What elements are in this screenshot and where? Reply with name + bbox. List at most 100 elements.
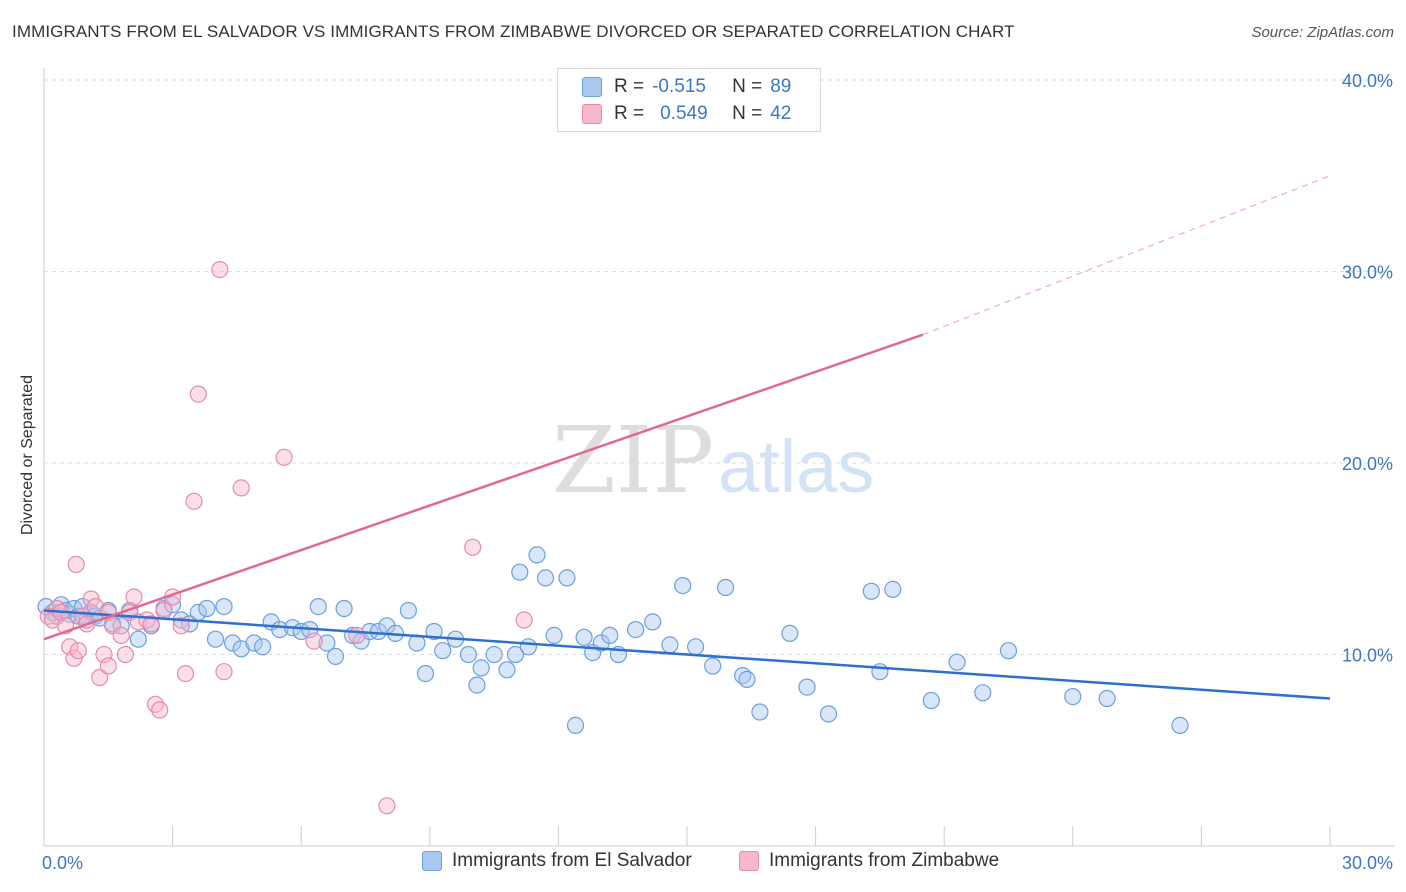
y-tick-label: 40.0% — [1342, 71, 1393, 91]
scatter-point — [67, 555, 85, 574]
scatter-point — [498, 661, 516, 679]
scatter-point — [511, 563, 529, 581]
legend-n-value: 42 — [770, 103, 792, 124]
scatter-point — [275, 448, 293, 466]
scatter-point — [189, 385, 207, 403]
chart-title: IMMIGRANTS FROM EL SALVADOR VS IMMIGRANT… — [12, 22, 1015, 41]
trend-line-zimbabwe-extension — [922, 175, 1331, 336]
legend-row-zimbabwe: R = 0.549 N = 42 — [582, 101, 791, 127]
scatter-point — [468, 676, 486, 694]
trend-line-zimbabwe — [43, 333, 924, 641]
x-tick-labels: 0.0% 30.0% — [42, 853, 1393, 873]
scatter-point — [198, 599, 216, 618]
scatter-point — [922, 691, 940, 710]
series-zimbabwe-points — [39, 261, 533, 815]
scatter-point — [506, 645, 525, 664]
watermark: ZIP atlas — [552, 407, 874, 514]
scatter-point — [215, 663, 233, 681]
scatter-point — [142, 615, 160, 633]
scatter-point — [716, 578, 735, 597]
scatter-point — [884, 580, 902, 599]
bottom-legend-label-zimbabwe: Immigrants from Zimbabwe — [769, 850, 1000, 871]
scatter-point — [378, 797, 396, 815]
scatter-point — [69, 642, 87, 660]
x-ticks — [43, 826, 1331, 846]
scatter-point — [425, 622, 443, 641]
scatter-point — [948, 653, 966, 671]
scatter-point — [515, 611, 533, 629]
scatter-point — [103, 617, 122, 635]
scatter-point — [254, 638, 272, 656]
scatter-point — [661, 636, 679, 654]
scatter-point — [464, 538, 482, 556]
scatter-point — [1064, 687, 1082, 706]
scatter-point — [1098, 689, 1116, 708]
scatter-point — [215, 597, 233, 616]
scatter-point — [704, 657, 722, 675]
scatter-point — [819, 705, 838, 723]
legend-n-label: N = — [732, 103, 763, 124]
scatter-point — [112, 626, 130, 645]
scatter-point — [99, 657, 117, 675]
x-tick-label: 30.0% — [1342, 853, 1393, 873]
scatter-point — [601, 626, 619, 645]
scatter-point — [519, 638, 538, 656]
scatter-point — [1171, 716, 1189, 735]
scatter-point — [116, 645, 135, 664]
scatter-point — [305, 632, 323, 650]
scatter-point — [626, 620, 645, 639]
scatter-point — [151, 701, 169, 719]
scatter-point — [999, 642, 1018, 660]
legend: R = -0.515 N = 89 R = 0.549 N = 42 — [557, 68, 821, 132]
scatter-point — [129, 630, 147, 648]
scatter-point — [738, 670, 756, 689]
series-el-salvador-points — [37, 546, 1189, 735]
scatter-point — [176, 664, 195, 683]
scatter-point — [974, 684, 992, 702]
scatter-point — [211, 261, 229, 279]
scatter-point — [674, 576, 692, 595]
scatter-point — [416, 664, 435, 683]
scatter-point — [566, 716, 585, 735]
y-tick-labels: 10.0% 20.0% 30.0% 40.0% — [1342, 71, 1393, 666]
legend-n-label: N = — [732, 76, 763, 97]
scatter-point — [206, 630, 225, 648]
scatter-point — [798, 678, 816, 696]
scatter-point — [434, 642, 452, 660]
y-tick-label: 10.0% — [1342, 646, 1393, 666]
scatter-point — [558, 569, 576, 587]
legend-r-value: 0.549 — [660, 103, 708, 124]
scatter-point — [125, 588, 143, 606]
scatter-point — [575, 628, 593, 646]
watermark-atlas: atlas — [718, 425, 874, 508]
scatter-point — [751, 703, 769, 721]
scatter-point — [318, 634, 336, 652]
scatter-point — [172, 617, 190, 635]
legend-r-label: R = — [614, 76, 645, 97]
scatter-point — [399, 601, 417, 620]
scatter-point — [686, 638, 705, 656]
legend-row-el-salvador: R = -0.515 N = 89 — [582, 74, 791, 100]
trend-line-el-salvador — [43, 609, 1331, 700]
scatter-point — [224, 634, 242, 652]
scatter-point — [528, 546, 546, 564]
legend-swatch-zimbabwe — [582, 104, 602, 124]
scatter-point — [485, 645, 503, 664]
legend-n-value: 89 — [770, 76, 792, 97]
bottom-legend-label-el-salvador: Immigrants from El Salvador — [452, 850, 692, 871]
watermark-zip: ZIP — [552, 407, 714, 514]
trend-lines — [43, 175, 1331, 700]
scatter-point — [781, 624, 799, 643]
scatter-point — [309, 597, 327, 616]
scatter-point — [245, 634, 263, 652]
scatter-point — [459, 645, 477, 664]
y-tick-label: 20.0% — [1342, 454, 1393, 474]
bottom-legend-el-salvador: Immigrants from El Salvador — [422, 850, 692, 872]
bottom-legend-zimbabwe: Immigrants from Zimbabwe — [739, 850, 999, 872]
bottom-legend-swatch-el-salvador — [422, 851, 442, 871]
scatter-point — [185, 492, 203, 510]
scatter-point — [545, 626, 563, 645]
bottom-legend-swatch-zimbabwe — [739, 851, 759, 871]
scatter-point — [536, 569, 555, 587]
